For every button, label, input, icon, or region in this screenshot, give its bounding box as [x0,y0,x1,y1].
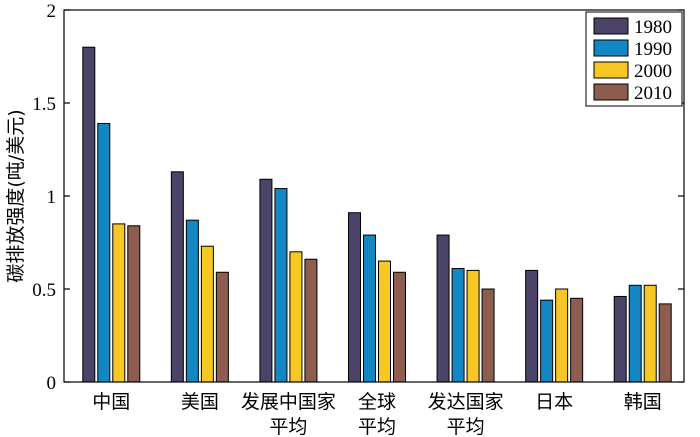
bar-1980 [170,171,184,383]
legend-label: 1990 [634,39,672,60]
bar-2010 [481,288,495,383]
bar-1980 [348,212,361,383]
category-label: 中国 [92,391,130,413]
bar-1990 [540,299,554,383]
bar-2000 [289,251,303,383]
category-label: 发达国家 [428,391,504,413]
bar-2010 [215,271,229,383]
bar-2010 [304,258,318,383]
category-label: 平均 [358,416,396,437]
bar-1990 [451,268,465,383]
legend-swatch-2010 [593,83,629,101]
bar-2000 [466,269,480,383]
bars-group [82,46,672,383]
category-label: 平均 [269,416,307,437]
category-label: 日本 [535,391,573,413]
bar-2010 [393,271,406,383]
bar-1980 [82,46,96,383]
legend-swatch-1980 [593,17,629,35]
bar-2010 [127,225,141,383]
legend-label: 1980 [634,17,672,38]
y-axis-label: 碳排放强度(吨/美元) [5,109,27,282]
bar-1990 [628,284,642,383]
y-tick-label: 1 [47,187,57,208]
y-tick-label: 2 [47,1,57,22]
bar-2010 [658,303,672,383]
bar-2010 [570,297,584,383]
legend-label: 2010 [634,83,672,104]
legend-swatch-1990 [593,39,629,57]
legend-swatch-2000 [593,61,629,79]
bar-1990 [97,122,111,383]
category-label: 发展中国家 [241,391,336,413]
category-label: 全球 [358,391,396,413]
bar-1990 [363,234,376,383]
bar-1990 [274,188,288,383]
bar-1980 [436,234,450,383]
legend-label: 2000 [634,61,672,82]
bar-1980 [613,295,627,383]
bar-2000 [555,288,569,383]
category-label: 平均 [447,416,485,437]
y-axis-label-group: 碳排放强度(吨/美元) [5,109,27,282]
bar-2000 [643,284,657,383]
category-label: 美国 [181,391,219,413]
bar-2000 [378,260,391,383]
bar-2000 [112,223,126,383]
category-label: 韩国 [624,391,662,413]
bar-2000 [200,245,214,383]
bar-1980 [525,269,539,383]
bar-1980 [259,178,273,383]
bar-1990 [185,219,199,383]
y-tick-label: 0 [47,373,57,394]
y-tick-label: 0.5 [32,280,56,301]
y-tick-label: 1.5 [32,94,56,115]
